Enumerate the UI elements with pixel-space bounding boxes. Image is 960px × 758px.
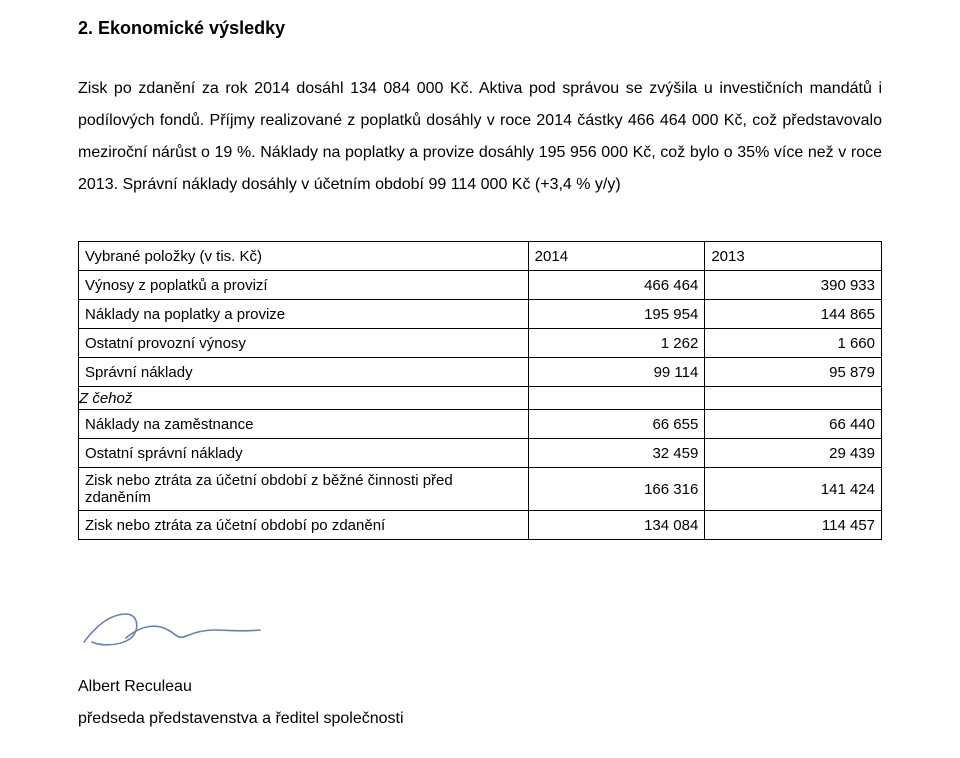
section-heading: 2. Ekonomické výsledky	[78, 18, 882, 39]
row-value: 95 879	[705, 358, 882, 387]
row-label: Výnosy z poplatků a provizí	[79, 271, 529, 300]
financials-table: Vybrané položky (v tis. Kč) 2014 2013 Vý…	[78, 241, 882, 540]
row-value: 166 316	[528, 468, 705, 511]
row-value: 134 084	[528, 511, 705, 540]
row-value	[705, 387, 882, 410]
table-row: Z čehož	[79, 387, 882, 410]
table-row: Náklady na zaměstnance 66 655 66 440	[79, 410, 882, 439]
row-value: 66 440	[705, 410, 882, 439]
signatory-title: předseda představenstva a ředitel společ…	[78, 710, 882, 728]
row-label: Správní náklady	[79, 358, 529, 387]
row-value: 141 424	[705, 468, 882, 511]
document-page: 2. Ekonomické výsledky Zisk po zdanění z…	[0, 0, 960, 758]
table-header-cell: 2014	[528, 242, 705, 271]
row-value: 114 457	[705, 511, 882, 540]
signature-icon	[78, 600, 268, 656]
row-label: Ostatní provozní výnosy	[79, 329, 529, 358]
row-label: Zisk nebo ztráta za účetní období z běžn…	[79, 468, 529, 511]
row-value: 29 439	[705, 439, 882, 468]
table-row: Náklady na poplatky a provize 195 954 14…	[79, 300, 882, 329]
row-value: 99 114	[528, 358, 705, 387]
table-row: Výnosy z poplatků a provizí 466 464 390 …	[79, 271, 882, 300]
table-row: Ostatní správní náklady 32 459 29 439	[79, 439, 882, 468]
row-label: Ostatní správní náklady	[79, 439, 529, 468]
row-value: 195 954	[528, 300, 705, 329]
table-row: Správní náklady 99 114 95 879	[79, 358, 882, 387]
table-row: Zisk nebo ztráta za účetní období po zda…	[79, 511, 882, 540]
row-value	[528, 387, 705, 410]
row-label: Náklady na zaměstnance	[79, 410, 529, 439]
row-label: Zisk nebo ztráta za účetní období po zda…	[79, 511, 529, 540]
signature-path	[84, 614, 260, 645]
row-value: 1 262	[528, 329, 705, 358]
body-paragraph: Zisk po zdanění za rok 2014 dosáhl 134 0…	[78, 73, 882, 201]
row-value: 390 933	[705, 271, 882, 300]
row-value: 66 655	[528, 410, 705, 439]
table-row: Ostatní provozní výnosy 1 262 1 660	[79, 329, 882, 358]
row-value: 1 660	[705, 329, 882, 358]
signatory-name: Albert Reculeau	[78, 678, 882, 696]
row-value: 32 459	[528, 439, 705, 468]
row-label: Náklady na poplatky a provize	[79, 300, 529, 329]
table-row: Zisk nebo ztráta za účetní období z běžn…	[79, 468, 882, 511]
table-header-cell: 2013	[705, 242, 882, 271]
row-value: 144 865	[705, 300, 882, 329]
row-label: Z čehož	[79, 387, 529, 410]
table-header-cell: Vybrané položky (v tis. Kč)	[79, 242, 529, 271]
signature-block: Albert Reculeau předseda představenstva …	[78, 600, 882, 728]
table-header-row: Vybrané položky (v tis. Kč) 2014 2013	[79, 242, 882, 271]
row-value: 466 464	[528, 271, 705, 300]
